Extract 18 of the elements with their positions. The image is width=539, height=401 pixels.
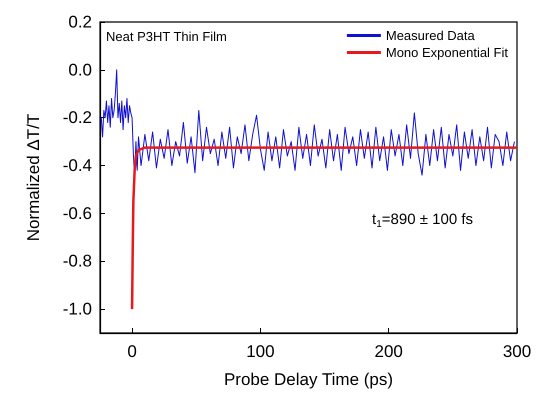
x-tick-label: 100 (246, 342, 275, 361)
x-axis-title: Probe Delay Time (ps) (224, 370, 394, 389)
legend-label: Measured Data (386, 28, 476, 43)
y-tick-label: -0.6 (62, 204, 92, 223)
y-axis-title: Normalized ΔT/T (24, 114, 43, 242)
y-tick-label: 0.2 (68, 12, 92, 32)
y-tick-label: -0.2 (62, 108, 92, 128)
x-tick-label: 300 (502, 342, 532, 361)
y-tick-label: 0.0 (68, 60, 92, 80)
line-series (130, 146, 518, 310)
x-tick-label: 0 (127, 342, 137, 361)
y-tick-label: -0.8 (62, 252, 92, 271)
annotation: Neat P3HT Thin Film (106, 29, 227, 44)
line-series (100, 69, 515, 178)
legend-label: Mono Exponential Fit (386, 45, 508, 60)
x-tick-label: 200 (374, 342, 403, 361)
y-tick-label: -0.4 (62, 156, 92, 176)
y-tick-label: -1.0 (62, 300, 92, 319)
